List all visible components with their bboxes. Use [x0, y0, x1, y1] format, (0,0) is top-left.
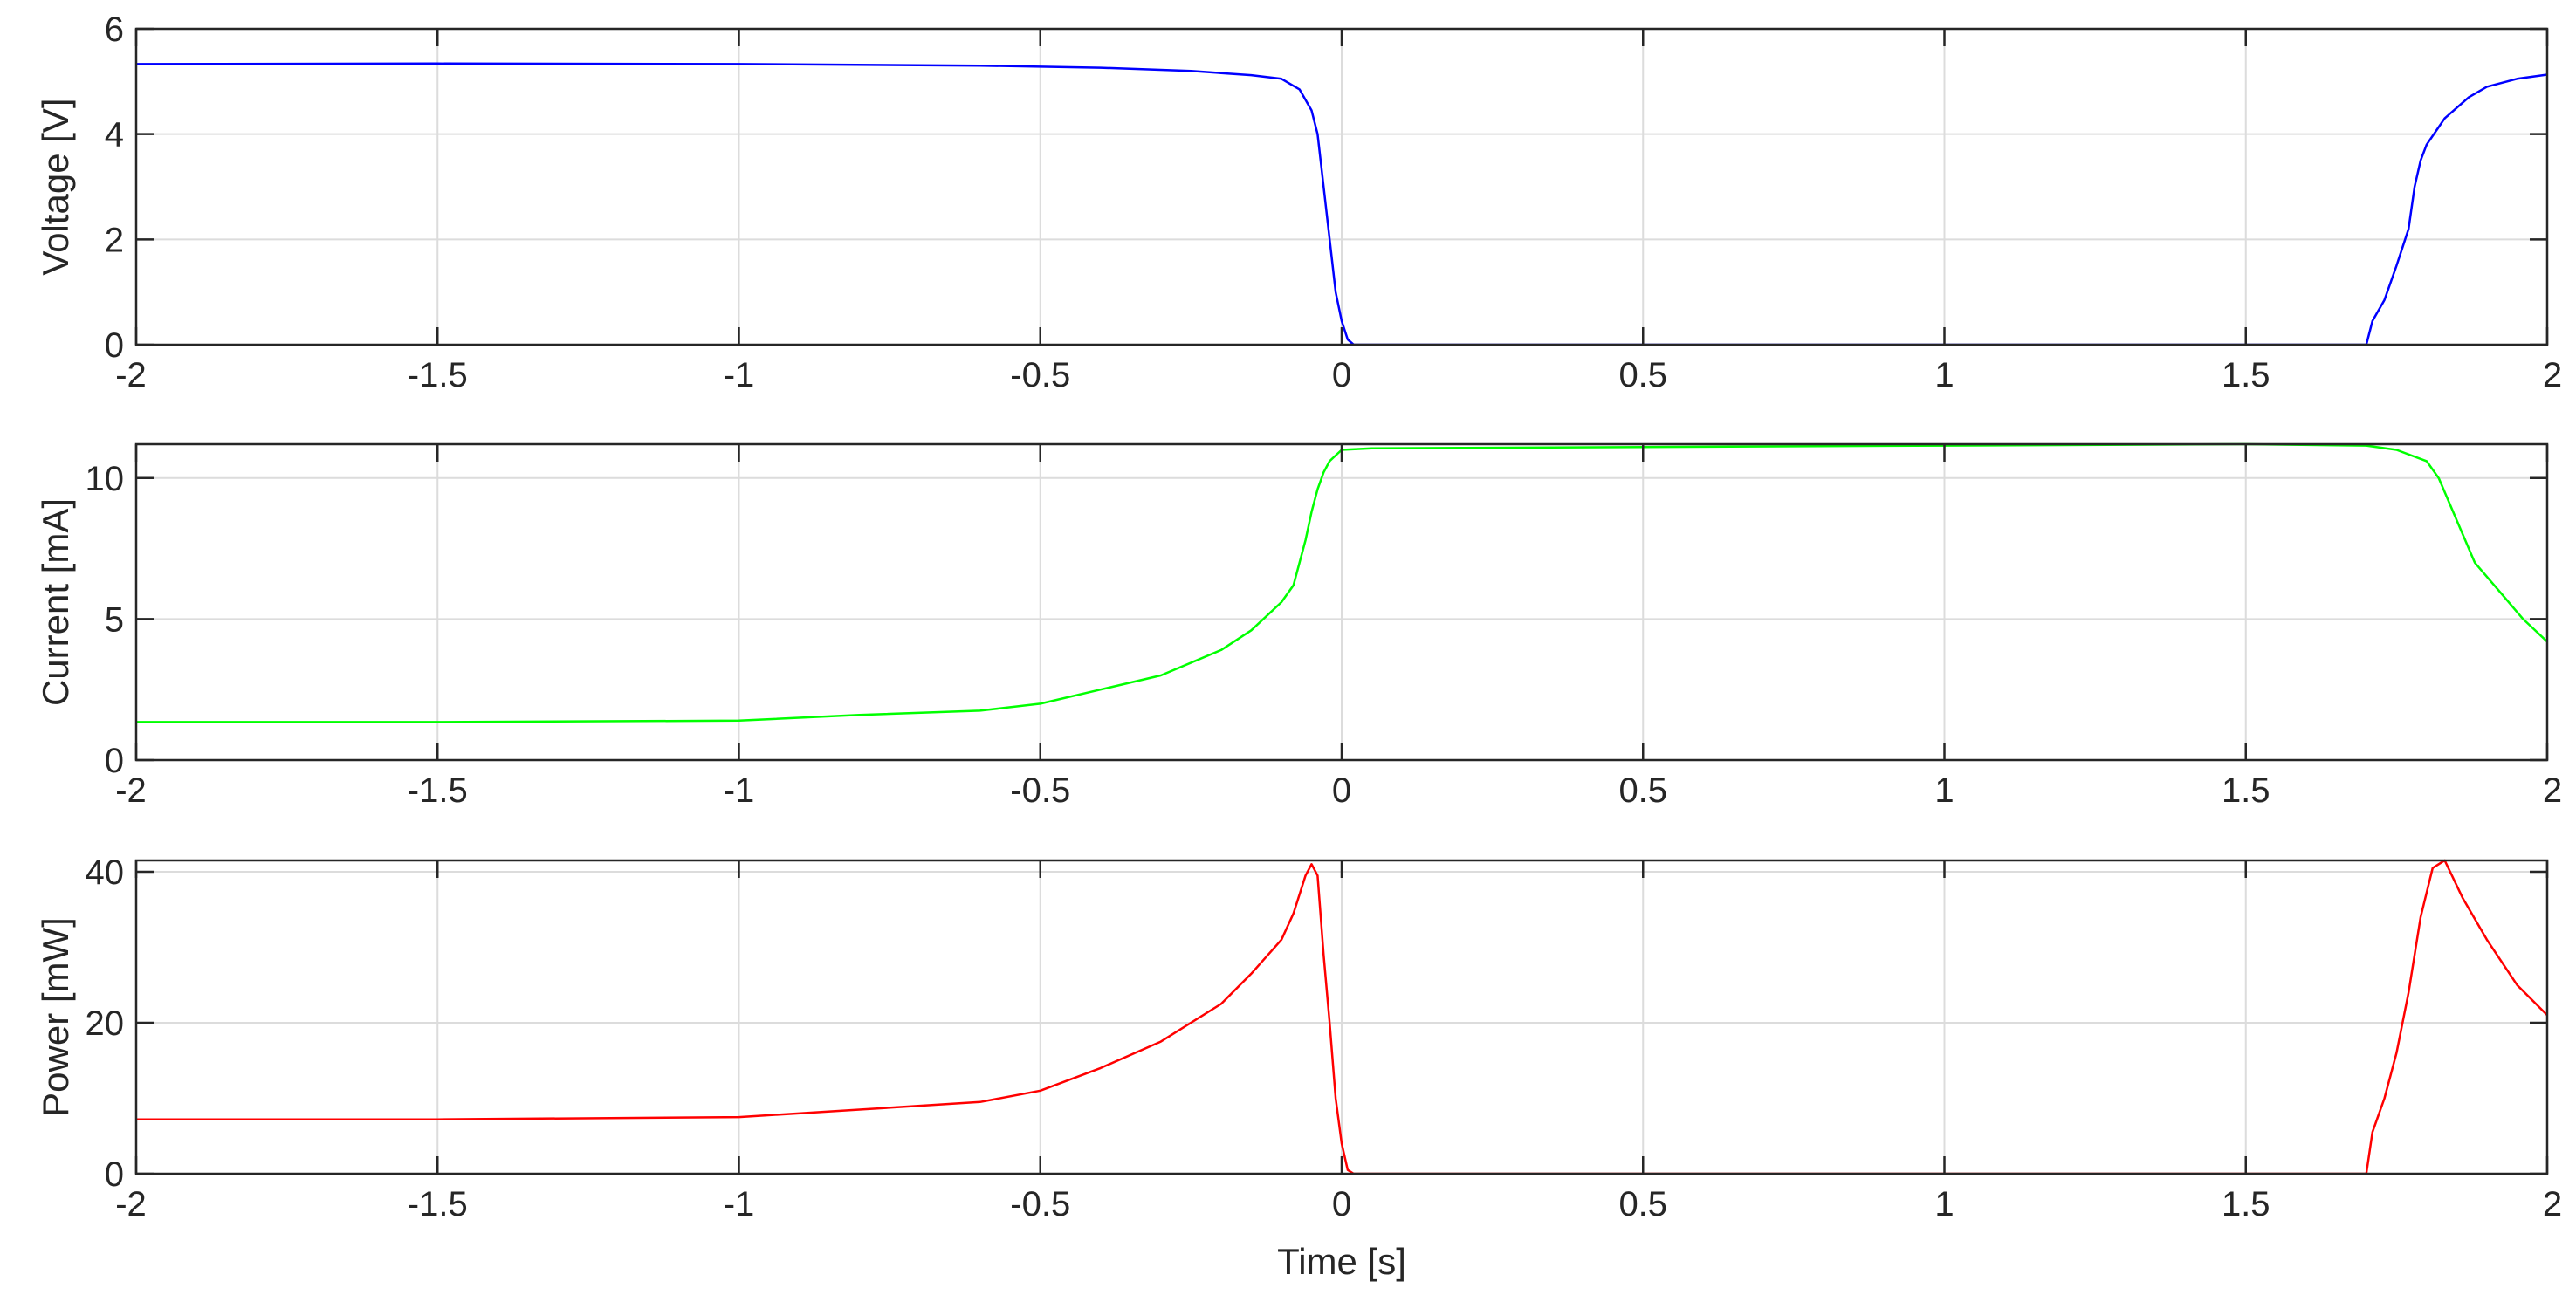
x-tick-label: 0.5 [1618, 356, 1667, 394]
x-tick-label: -1 [724, 356, 755, 394]
y-tick-label: 0 [105, 742, 124, 780]
y-tick-label: 0 [105, 1155, 124, 1194]
x-tick-label: -2 [115, 356, 147, 394]
series-line-1 [136, 442, 2548, 723]
x-tick-label: 1.5 [2222, 1185, 2270, 1223]
y-tick-label: 2 [105, 221, 124, 259]
x-tick-label: 0.5 [1618, 771, 1667, 810]
x-tick-label: 0 [1332, 1185, 1351, 1223]
y-tick-label: 40 [86, 853, 125, 892]
x-tick-label: 1.5 [2222, 771, 2270, 810]
x-tick-label: -2 [115, 1185, 147, 1223]
y-tick-label: 4 [105, 116, 124, 154]
x-axis-title: Time [s] [1277, 1241, 1406, 1282]
x-tick-label: -0.5 [1010, 1185, 1070, 1223]
x-tick-label: 0 [1332, 771, 1351, 810]
y-tick-label: 0 [105, 326, 124, 365]
x-tick-label: 1 [1934, 356, 1954, 394]
y-tick-label: 6 [105, 10, 124, 49]
y-axis-title: Power [mW] [35, 917, 76, 1117]
x-tick-label: -1.5 [408, 771, 468, 810]
x-tick-label: -2 [115, 771, 147, 810]
y-tick-label: 5 [105, 600, 124, 639]
x-tick-label: 0 [1332, 356, 1351, 394]
y-axis-title: Current [mA] [35, 498, 76, 706]
subplot-1: -2 -1.5 -1 -0.5 0 0.5 1 1.5 2 0 2 4 6 Voltage [V] [35, 10, 2562, 394]
y-tick-label: 20 [86, 1004, 125, 1043]
x-tick-label: -1.5 [408, 1185, 468, 1223]
x-tick-label: -1 [724, 771, 755, 810]
x-tick-label: -1 [724, 1185, 755, 1223]
x-tick-label: -0.5 [1010, 771, 1070, 810]
x-tick-label: 2 [2543, 356, 2562, 394]
x-tick-label: -1.5 [408, 356, 468, 394]
series-line-1 [136, 859, 2548, 1175]
x-tick-label: 1.5 [2222, 356, 2270, 394]
y-axis-title: Voltage [V] [35, 98, 76, 275]
x-tick-label: 2 [2543, 771, 2562, 810]
y-tick-label: 10 [86, 460, 125, 498]
x-tick-label: 1 [1934, 1185, 1954, 1223]
x-tick-label: 2 [2543, 1185, 2562, 1223]
x-tick-label: 0.5 [1618, 1185, 1667, 1223]
x-tick-label: -0.5 [1010, 356, 1070, 394]
x-tick-label: 1 [1934, 771, 1954, 810]
subplot-2: -2 -1.5 -1 -0.5 0 0.5 1 1.5 2 0 5 10 Current [mA] [35, 442, 2562, 810]
